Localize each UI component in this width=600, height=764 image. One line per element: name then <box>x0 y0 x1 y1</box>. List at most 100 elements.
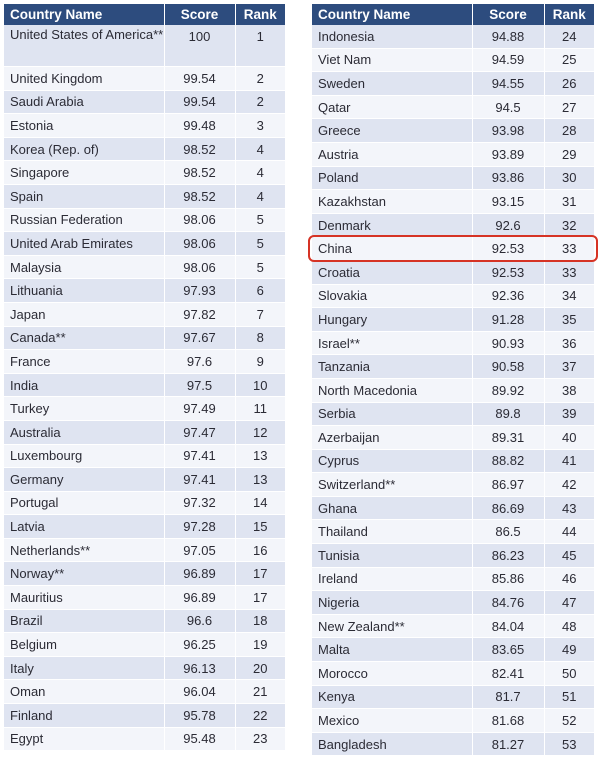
table-row: Australia 97.47 12 <box>4 420 285 445</box>
table-row: Portugal 97.32 14 <box>4 491 285 516</box>
rank-cell: 40 <box>544 425 594 450</box>
table-row: Japan 97.82 7 <box>4 302 285 327</box>
table-row: Thailand 86.5 44 <box>312 519 594 545</box>
country-name-cell: India <box>4 373 165 398</box>
score-cell: 90.58 <box>472 354 545 379</box>
table-row: Italy 96.13 20 <box>4 656 285 681</box>
rank-cell: 12 <box>235 420 285 445</box>
country-name-cell: Egypt <box>4 727 165 752</box>
table-row: France 97.6 9 <box>4 349 285 374</box>
score-cell: 98.06 <box>164 231 236 256</box>
table-row: Luxembourg 97.41 13 <box>4 444 285 469</box>
score-cell: 93.89 <box>472 142 545 167</box>
country-name-cell: Hungary <box>312 307 473 332</box>
score-cell: 81.68 <box>472 708 545 733</box>
score-cell: 98.06 <box>164 255 236 280</box>
rank-cell: 10 <box>235 373 285 398</box>
column-header-country-name: Country Name <box>4 4 165 25</box>
country-name-cell: United States of America** <box>4 25 165 67</box>
country-name-cell: Brazil <box>4 609 165 634</box>
country-name-cell: Sweden <box>312 71 473 96</box>
country-name-cell: Italy <box>4 656 165 681</box>
score-cell: 95.48 <box>164 727 236 752</box>
table-row: Azerbaijan 89.31 40 <box>312 425 594 450</box>
table-row: Cyprus 88.82 41 <box>312 449 594 474</box>
country-name-cell: Austria <box>312 142 473 167</box>
table-row: Austria 93.89 29 <box>312 142 594 167</box>
score-cell: 97.5 <box>164 373 236 398</box>
score-cell: 99.54 <box>164 66 236 91</box>
rank-cell: 36 <box>544 331 594 356</box>
table-row: Israel** 90.93 36 <box>312 331 594 356</box>
rank-cell: 19 <box>235 632 285 657</box>
table-row: India 97.5 10 <box>4 373 285 398</box>
country-name-cell: Serbia <box>312 402 473 427</box>
country-name-cell: Netherlands** <box>4 538 165 563</box>
score-cell: 98.52 <box>164 137 236 162</box>
score-cell: 91.28 <box>472 307 545 332</box>
table-header-row: Country Name Score Rank <box>312 4 594 25</box>
table-body-right: Indonesia 94.88 24 Viet Nam 94.59 25 Sweden 94.… <box>312 25 594 757</box>
score-cell: 96.04 <box>164 679 236 705</box>
table-row: United Kingdom 99.54 2 <box>4 66 285 91</box>
table-row: United Arab Emirates 98.06 5 <box>4 231 285 256</box>
country-name-cell: United Kingdom <box>4 66 165 91</box>
country-name-cell: Germany <box>4 467 165 492</box>
table-row: Denmark 92.6 32 <box>312 213 594 238</box>
rank-cell: 24 <box>544 25 594 49</box>
country-name-cell: Japan <box>4 302 165 327</box>
country-name-cell: Greece <box>312 118 473 143</box>
score-cell: 97.67 <box>164 326 236 351</box>
table-row: United States of America** 100 1 <box>4 25 285 67</box>
rank-cell: 50 <box>544 661 594 686</box>
table-row: Tanzania 90.58 37 <box>312 354 594 379</box>
table-row: Nigeria 84.76 47 <box>312 590 594 615</box>
rank-cell: 4 <box>235 137 285 162</box>
rank-cell: 28 <box>544 118 594 143</box>
country-name-cell: Luxembourg <box>4 444 165 469</box>
table-row: Germany 97.41 13 <box>4 467 285 492</box>
rank-cell: 44 <box>544 519 594 545</box>
score-cell: 97.41 <box>164 467 236 492</box>
score-cell: 93.86 <box>472 166 545 191</box>
score-cell: 89.31 <box>472 425 545 450</box>
rank-cell: 13 <box>235 467 285 492</box>
score-cell: 97.32 <box>164 491 236 516</box>
score-cell: 97.49 <box>164 396 236 421</box>
table-row: Indonesia 94.88 24 <box>312 25 594 49</box>
table-row: Estonia 99.48 3 <box>4 113 285 138</box>
country-name-cell: Tunisia <box>312 543 473 568</box>
score-cell: 92.36 <box>472 284 545 309</box>
score-cell: 95.78 <box>164 703 236 728</box>
score-cell: 93.98 <box>472 118 545 143</box>
rank-cell: 21 <box>235 679 285 705</box>
country-name-cell: Viet Nam <box>312 48 473 73</box>
rank-cell: 16 <box>235 538 285 563</box>
table-row: Hungary 91.28 35 <box>312 307 594 332</box>
country-name-cell: Indonesia <box>312 25 473 49</box>
rank-cell: 33 <box>544 236 594 261</box>
rank-cell: 14 <box>235 491 285 516</box>
table-row: Qatar 94.5 27 <box>312 95 594 120</box>
rank-cell: 13 <box>235 444 285 469</box>
country-name-cell: Thailand <box>312 519 473 545</box>
table-row: Mexico 81.68 52 <box>312 708 594 733</box>
country-name-cell: Australia <box>4 420 165 445</box>
table-row: Kenya 81.7 51 <box>312 685 594 710</box>
column-header-score: Score <box>164 4 236 25</box>
rank-cell: 32 <box>544 213 594 238</box>
rank-cell: 41 <box>544 449 594 474</box>
score-cell: 89.8 <box>472 402 545 427</box>
table-row: Malaysia 98.06 5 <box>4 255 285 280</box>
country-name-cell: Denmark <box>312 213 473 238</box>
score-cell: 96.13 <box>164 656 236 681</box>
table-row: Egypt 95.48 23 <box>4 727 285 752</box>
table-row: Tunisia 86.23 45 <box>312 543 594 568</box>
score-cell: 81.27 <box>472 732 545 757</box>
country-name-cell: Bangladesh <box>312 732 473 757</box>
score-cell: 96.6 <box>164 609 236 634</box>
rank-cell: 47 <box>544 590 594 615</box>
country-name-cell: Qatar <box>312 95 473 120</box>
country-name-cell: United Arab Emirates <box>4 231 165 256</box>
country-name-cell: Estonia <box>4 113 165 138</box>
